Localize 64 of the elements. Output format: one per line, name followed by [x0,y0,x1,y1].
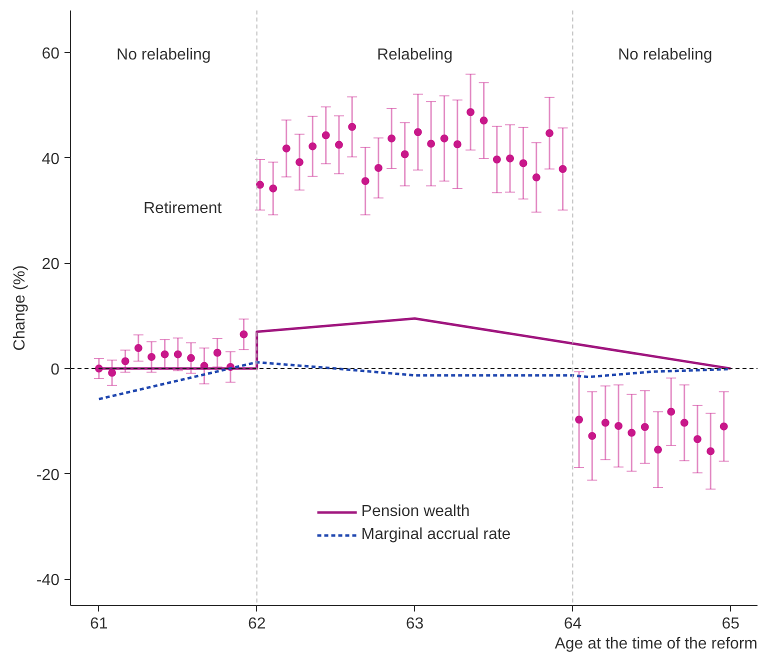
y-axis-title: Change (%) [11,265,28,351]
point [506,154,514,162]
point [400,150,409,158]
x-tick-label: 62 [248,616,266,632]
point [614,422,623,430]
point [282,144,290,152]
x-axis-title: Age at the time of the reform [554,636,758,652]
point [240,330,248,338]
point [588,432,596,440]
y-tick-label: 0 [50,362,60,379]
point [174,350,182,358]
point [334,140,343,149]
point [322,131,330,140]
point [519,159,528,168]
y-tick-label: -20 [36,466,60,484]
annotation: No relabeling [116,46,211,64]
x-tick-label: 65 [722,616,740,632]
point [374,164,382,172]
point [187,354,195,362]
point [628,428,636,437]
annotation: Retirement [144,200,222,218]
x-tick-label: 61 [90,616,108,632]
y-tick-label: 40 [42,150,60,168]
point [388,134,396,142]
point [427,140,436,148]
y-tick-label: 60 [42,46,60,63]
point [693,435,702,444]
legend-label: Pension wealth [361,503,470,521]
point [680,418,688,427]
point [532,173,540,182]
point [134,344,142,352]
point [440,134,448,142]
point [269,184,278,192]
legend-label: Marginal accrual rate [361,526,511,544]
point [601,418,610,427]
point [720,422,728,430]
point [546,129,554,138]
annotation: No relabeling [618,46,712,64]
point [706,447,715,456]
point [308,142,317,150]
x-tick-label: 63 [406,616,424,632]
point [466,108,475,116]
point [361,177,370,186]
point [558,165,567,173]
point [453,140,462,148]
point [160,350,169,358]
point [108,368,116,377]
point [480,116,488,125]
point [213,348,222,357]
point [121,357,130,366]
point [654,446,662,454]
point [256,180,264,189]
point [492,156,501,164]
y-tick-label: -40 [36,572,60,590]
point [667,408,676,416]
x-tick-label: 64 [564,616,582,632]
y-tick-label: 20 [42,256,60,274]
annotation: Relabeling [376,46,453,64]
point [575,416,584,424]
point [296,158,304,166]
point [414,128,422,136]
point [348,122,356,131]
point [640,423,649,431]
point [148,352,156,361]
